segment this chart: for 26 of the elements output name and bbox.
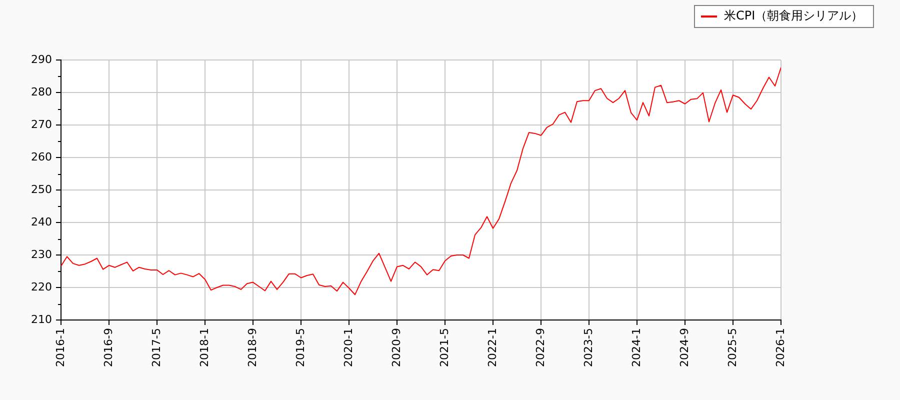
x-tick-label: 2016-9: [102, 328, 115, 367]
x-tick-label: 2024-9: [678, 328, 691, 367]
y-tick-label: 230: [31, 248, 52, 261]
x-tick-label: 2020-1: [342, 328, 355, 367]
y-tick-label: 220: [31, 280, 52, 294]
y-tick-label: 290: [31, 52, 52, 66]
x-tick-label: 2016-1: [54, 328, 67, 367]
x-tick-label: 2021-5: [438, 328, 451, 367]
y-tick-label: 280: [31, 85, 52, 98]
x-tick-label: 2022-1: [486, 328, 499, 367]
x-tick-label: 2020-9: [390, 328, 403, 367]
y-tick-label: 210: [31, 312, 52, 326]
y-tick-label: 250: [31, 182, 52, 196]
x-tick-label: 2024-1: [630, 328, 643, 367]
x-tick-label: 2017-5: [150, 328, 163, 367]
y-tick-label: 240: [31, 215, 52, 228]
x-tick-label: 2026-1: [774, 328, 787, 367]
y-tick-label: 260: [31, 150, 52, 164]
x-tick-label: 2019-5: [294, 328, 307, 367]
y-tick-label: 270: [31, 118, 52, 131]
x-tick-label: 2018-1: [198, 328, 211, 367]
x-tick-label: 2018-9: [246, 328, 259, 367]
x-tick-label: 2023-5: [582, 328, 595, 367]
legend-label: 米CPI（朝食用シリアル）: [724, 8, 864, 23]
x-tick-label: 2022-9: [534, 328, 547, 367]
x-tick-label: 2025-5: [726, 328, 739, 367]
